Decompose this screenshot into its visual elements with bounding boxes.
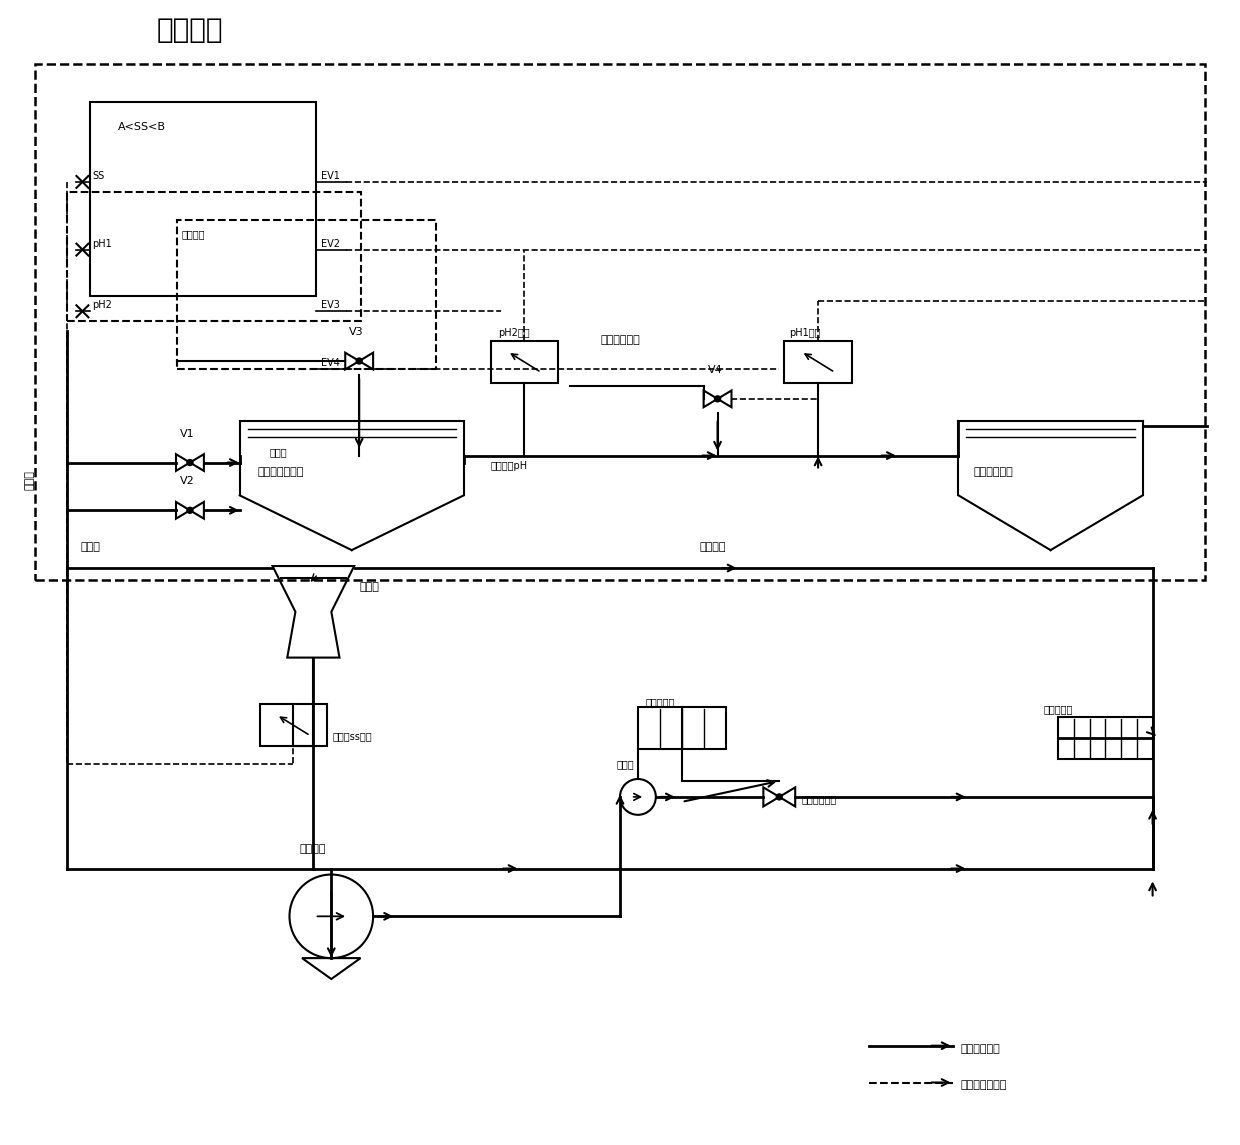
- Text: 增压泵: 增压泵: [616, 759, 634, 769]
- Bar: [491, 341, 558, 382]
- Text: pH2仪表: pH2仪表: [498, 329, 531, 338]
- Text: 主控单元: 主控单元: [157, 16, 223, 44]
- Circle shape: [187, 459, 193, 466]
- Bar: [784, 341, 852, 382]
- Text: 热交换设备: 热交换设备: [1043, 704, 1073, 714]
- Text: EV3: EV3: [321, 300, 340, 310]
- Circle shape: [356, 358, 362, 364]
- Bar: [259, 704, 327, 747]
- Text: V3: V3: [350, 327, 363, 337]
- Bar: [1058, 717, 1153, 759]
- Bar: [177, 220, 435, 369]
- Bar: [637, 708, 725, 749]
- Text: 清水箱（池）: 清水箱（池）: [973, 467, 1013, 477]
- Text: EV2: EV2: [321, 238, 340, 248]
- Text: 加酸（硫酸）: 加酸（硫酸）: [600, 335, 640, 345]
- Text: 补充水: 补充水: [25, 471, 35, 490]
- Text: V4: V4: [708, 365, 723, 374]
- Bar: [67, 192, 361, 322]
- Text: 循环水泵: 循环水泵: [299, 844, 326, 854]
- Text: 另低回水: 另低回水: [699, 542, 727, 552]
- Text: 石灰投加: 石灰投加: [182, 230, 206, 239]
- Text: 臭氧发生器: 臭氧发生器: [646, 697, 676, 708]
- Text: 浊度（ss）仪: 浊度（ss）仪: [332, 732, 372, 741]
- Circle shape: [776, 793, 782, 800]
- Text: V1: V1: [180, 428, 195, 439]
- Text: pH1: pH1: [92, 238, 112, 248]
- Text: pH2: pH2: [92, 300, 113, 310]
- Circle shape: [714, 396, 720, 402]
- Text: 加酸调调pH: 加酸调调pH: [491, 460, 528, 471]
- Text: EV4: EV4: [321, 358, 340, 368]
- Bar: [91, 102, 316, 297]
- Text: A<SS<B: A<SS<B: [118, 123, 166, 132]
- Text: 另低水: 另低水: [81, 542, 100, 552]
- Text: 冷却塔: 冷却塔: [360, 582, 379, 592]
- Text: 控制信号及方向: 控制信号及方向: [961, 1081, 1007, 1090]
- Text: 主管路及方向: 主管路及方向: [961, 1043, 1001, 1053]
- Text: pH1仪表: pH1仪表: [789, 329, 821, 338]
- Bar: [35, 64, 1205, 581]
- Text: 机械加速沉降池: 机械加速沉降池: [258, 467, 304, 477]
- Text: 高效气水混合: 高效气水混合: [801, 793, 837, 804]
- Circle shape: [187, 507, 193, 513]
- Text: V2: V2: [180, 476, 195, 487]
- Text: SS: SS: [92, 171, 104, 181]
- Text: EV1: EV1: [321, 171, 340, 181]
- Text: 补充水: 补充水: [269, 448, 288, 458]
